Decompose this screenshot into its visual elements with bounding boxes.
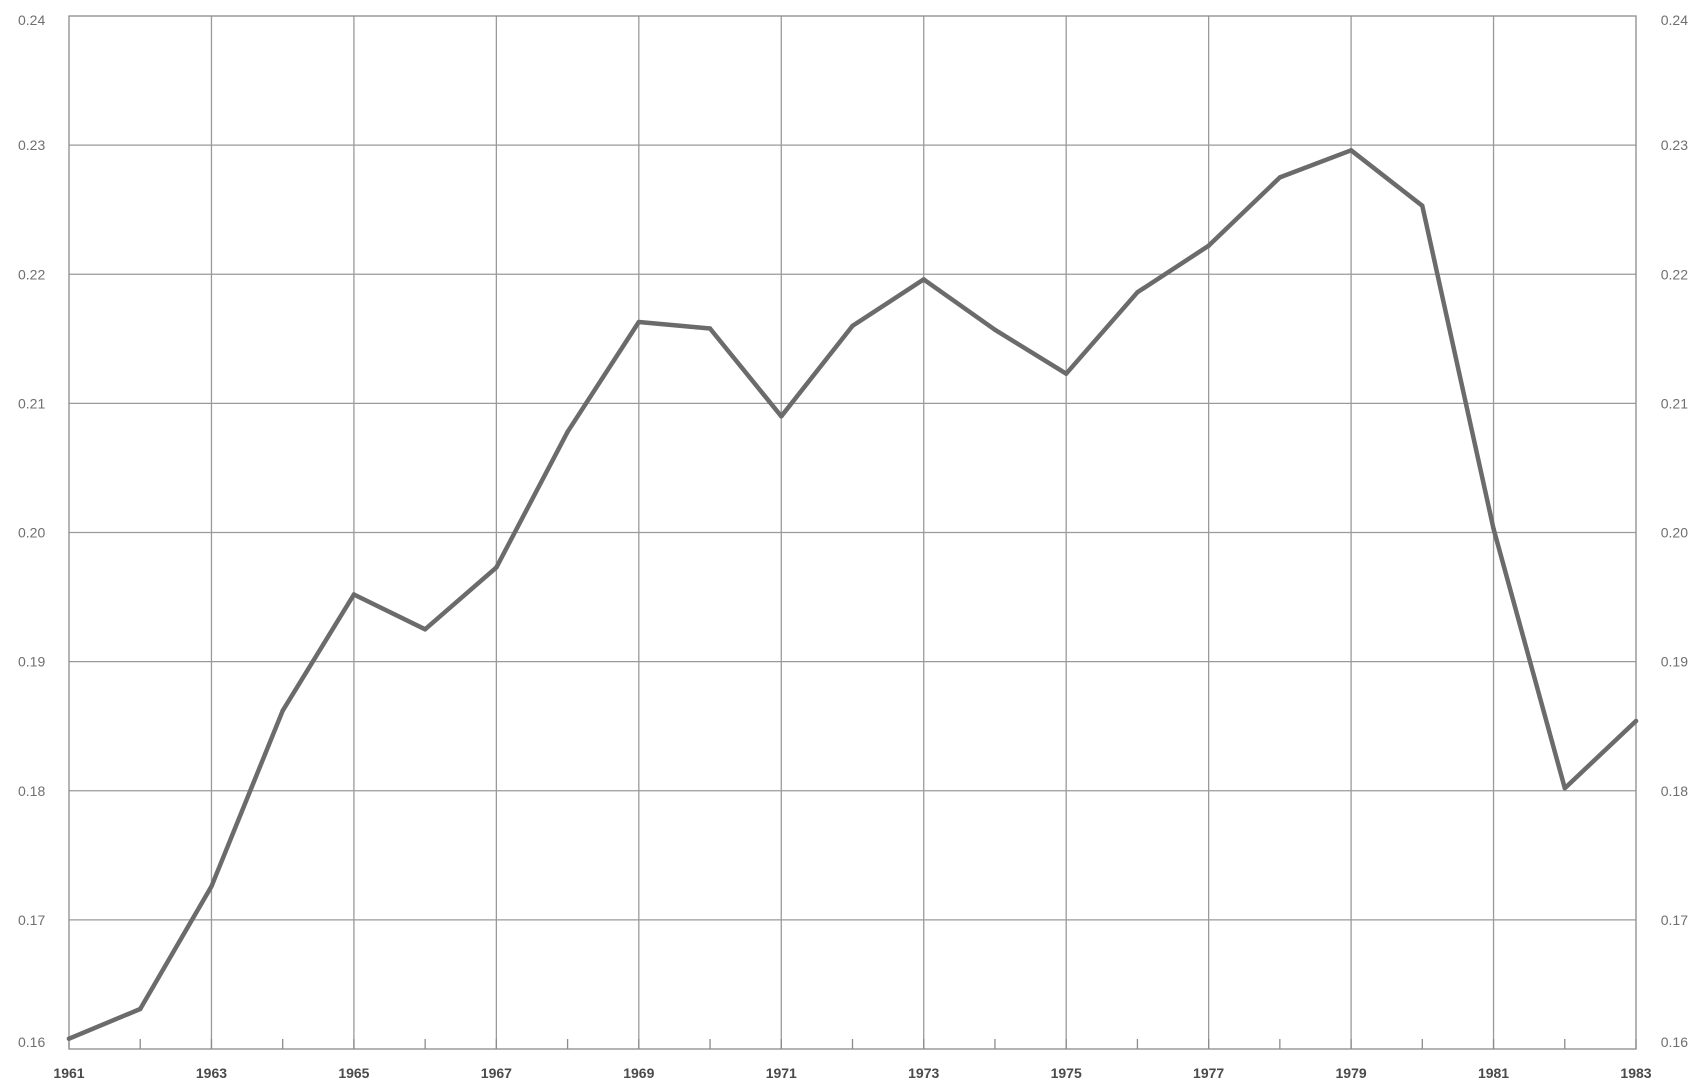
- data-point-1975: [1063, 371, 1069, 376]
- data-point-1972: [850, 323, 855, 329]
- data-point-1963: [209, 884, 214, 889]
- data-point-1966: [422, 627, 428, 632]
- data-point-1977: [1206, 243, 1211, 249]
- data-point-1981: [1491, 526, 1496, 531]
- axis-ticks: [68, 1039, 1637, 1049]
- data-point-1973: [921, 277, 926, 282]
- x-tick-label: 1967: [481, 1065, 512, 1081]
- right-y-axis-labels: 0.16 0.17 0.18 0.19 0.20 0.21 0.22 0.23 0.24: [1661, 12, 1688, 1050]
- data-point-1970: [707, 326, 713, 331]
- data-point-1978: [1277, 175, 1283, 180]
- left-y-axis-labels: 0.16 0.17 0.18 0.19 0.20 0.21 0.22 0.23 0.24: [18, 12, 45, 1050]
- x-tick-label: 1983: [1620, 1065, 1651, 1081]
- y-tick-label-left: 0.24: [18, 12, 45, 28]
- data-point-1964: [280, 708, 285, 713]
- y-tick-label-right: 0.20: [1661, 525, 1688, 541]
- y-tick-label-left: 0.22: [18, 266, 45, 282]
- data-point-1976: [1135, 290, 1140, 295]
- y-tick-label-right: 0.16: [1661, 1034, 1688, 1050]
- series-line: [66, 148, 1639, 1041]
- x-tick-label: 1961: [53, 1065, 84, 1081]
- y-tick-label-left: 0.17: [18, 912, 45, 928]
- data-point-1980: [1420, 203, 1425, 209]
- x-tick-label: 1975: [1051, 1065, 1082, 1081]
- x-tick-label: 1977: [1193, 1065, 1224, 1081]
- x-tick-label: 1963: [196, 1065, 227, 1081]
- data-point-1967: [494, 565, 499, 570]
- y-tick-label-right: 0.22: [1661, 266, 1688, 282]
- data-point-1982: [1562, 785, 1567, 791]
- y-tick-label-left: 0.19: [18, 654, 45, 670]
- y-tick-label-right: 0.17: [1661, 912, 1688, 928]
- x-tick-label: 1971: [766, 1065, 797, 1081]
- y-tick-label-right: 0.24: [1661, 12, 1688, 28]
- x-axis-labels: 1961 1963 1965 1967 1969 1971 1973 1975 1977 1979…: [53, 1065, 1651, 1081]
- y-tick-label-left: 0.20: [18, 525, 45, 541]
- data-point-1969: [636, 319, 642, 325]
- data-point-1979: [1348, 148, 1354, 153]
- data-point-1971: [779, 414, 784, 419]
- x-tick-label: 1981: [1478, 1065, 1509, 1081]
- y-tick-label-left: 0.16: [18, 1034, 45, 1050]
- data-point-1974: [992, 327, 998, 332]
- data-point-1961: [66, 1036, 72, 1041]
- x-tick-label: 1965: [338, 1065, 369, 1081]
- y-tick-label-left: 0.18: [18, 783, 45, 799]
- y-tick-label-left: 0.23: [18, 137, 45, 153]
- series-layer: [66, 148, 1639, 1041]
- horizontal-gridlines: [69, 144, 1636, 921]
- x-tick-label: 1969: [623, 1065, 654, 1081]
- data-point-1968: [565, 429, 570, 434]
- y-tick-label-right: 0.21: [1661, 395, 1688, 411]
- data-point-1965: [351, 592, 357, 597]
- x-tick-label: 1973: [908, 1065, 939, 1081]
- y-tick-label-left: 0.21: [18, 395, 45, 411]
- y-tick-label-right: 0.19: [1661, 654, 1688, 670]
- data-point-1962: [138, 1006, 143, 1012]
- y-tick-label-right: 0.18: [1661, 783, 1688, 799]
- data-point-1983: [1633, 718, 1639, 724]
- x-tick-label: 1979: [1336, 1065, 1367, 1081]
- y-tick-label-right: 0.23: [1661, 137, 1688, 153]
